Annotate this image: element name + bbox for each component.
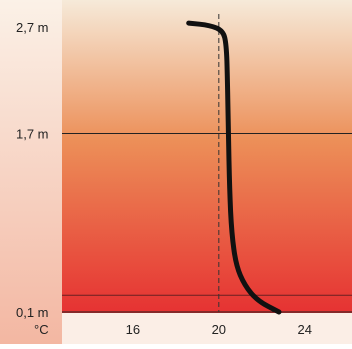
y-tick-label: 2,7 m (16, 20, 49, 35)
grid-layer (62, 14, 352, 313)
x-tick-label: 16 (126, 322, 140, 337)
y-tick-label: 1,7 m (16, 127, 49, 142)
label-margin-background (0, 0, 62, 344)
series-layer (186, 20, 282, 315)
x-tick-label: 20 (212, 322, 226, 337)
temperature-series-line (186, 20, 282, 315)
label-layer: 0,1 m 1,7 m 2,7 m °C 16 20 24 (16, 20, 312, 337)
x-unit-label: °C (34, 322, 49, 337)
y-tick-label: 0,1 m (16, 305, 49, 320)
axis-label-strip (62, 313, 352, 344)
plot-area (62, 0, 352, 313)
x-tick-label: 24 (298, 322, 312, 337)
